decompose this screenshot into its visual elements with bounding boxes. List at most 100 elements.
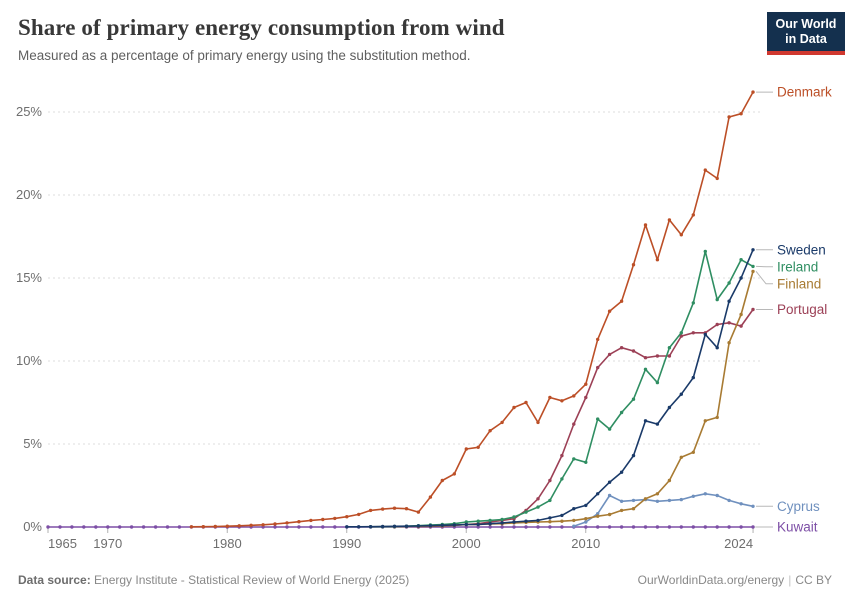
series-point-denmark <box>297 520 301 524</box>
series-point-ireland <box>679 331 683 335</box>
series-point-portugal <box>631 349 636 353</box>
series-point-denmark <box>213 524 217 529</box>
series-point-kuwait <box>512 525 516 529</box>
x-axis-tick-label: 1965 <box>48 536 77 551</box>
series-point-denmark <box>345 515 349 519</box>
series-point-sweden <box>715 346 719 350</box>
footer-separator: | <box>788 573 792 587</box>
series-point-portugal <box>536 497 540 501</box>
series-point-sweden <box>380 524 385 529</box>
series-point-finland <box>655 492 660 496</box>
series-point-denmark <box>536 420 540 425</box>
series-point-ireland <box>572 457 576 461</box>
data-source-text: Energy Institute - Statistical Review of… <box>90 573 410 587</box>
series-point-denmark <box>619 299 624 303</box>
series-point-denmark <box>333 516 337 521</box>
series-point-sweden <box>584 503 588 508</box>
series-point-cyprus <box>572 524 576 528</box>
series-point-denmark <box>679 233 683 237</box>
series-point-denmark <box>607 309 612 313</box>
series-point-denmark <box>368 508 373 513</box>
series-point-kuwait <box>619 525 624 529</box>
series-point-denmark <box>261 523 265 527</box>
series-point-finland <box>727 341 731 345</box>
series-line-cyprus[interactable] <box>573 493 754 527</box>
x-axis-tick-label: 1990 <box>332 536 361 551</box>
series-line-denmark[interactable] <box>191 91 754 528</box>
series-label-denmark[interactable]: Denmark <box>777 85 832 100</box>
y-axis-tick-label: 15% <box>16 270 42 285</box>
series-point-sweden <box>428 524 433 528</box>
chart-title: Share of primary energy consumption from… <box>18 15 505 40</box>
series-point-ireland <box>691 301 695 305</box>
series-point-portugal <box>572 422 576 426</box>
series-point-ireland <box>739 258 743 262</box>
series-point-denmark <box>488 429 492 433</box>
series-point-kuwait <box>596 525 600 529</box>
series-label-portugal[interactable]: Portugal <box>777 302 827 317</box>
series-label-finland[interactable]: Finland <box>777 276 821 291</box>
series-point-sweden <box>607 480 612 484</box>
series-point-portugal <box>643 356 648 360</box>
series-point-portugal <box>739 324 743 328</box>
series-point-portugal <box>751 307 755 312</box>
series-label-kuwait[interactable]: Kuwait <box>777 520 818 535</box>
x-axis-tick-label: 2000 <box>452 536 481 551</box>
series-point-kuwait <box>607 525 612 529</box>
series-point-sweden <box>655 422 660 426</box>
series-point-sweden <box>404 524 409 528</box>
series-point-kuwait <box>297 525 301 529</box>
series-point-ireland <box>524 510 528 514</box>
series-point-kuwait <box>285 525 289 529</box>
series-point-ireland <box>488 518 492 523</box>
series-point-cyprus <box>727 498 731 503</box>
series-point-denmark <box>476 445 480 449</box>
series-line-sweden[interactable] <box>346 249 754 528</box>
series-label-ireland[interactable]: Ireland <box>777 259 818 274</box>
series-point-kuwait <box>560 525 564 529</box>
series-point-denmark <box>309 518 313 523</box>
series-point-sweden <box>488 522 492 526</box>
series-point-ireland <box>619 410 624 415</box>
series-point-denmark <box>655 258 660 262</box>
series-point-sweden <box>679 392 683 396</box>
series-point-sweden <box>536 518 540 523</box>
series-point-ireland <box>631 397 636 401</box>
series-point-kuwait <box>321 525 325 529</box>
series-point-sweden <box>727 299 731 303</box>
series-point-kuwait <box>703 525 707 529</box>
series-label-cyprus[interactable]: Cyprus <box>777 499 820 514</box>
series-point-ireland <box>655 380 660 385</box>
series-point-kuwait <box>727 525 731 529</box>
series-point-denmark <box>584 382 588 386</box>
series-point-sweden <box>560 513 564 518</box>
x-axis-tick-label: 1970 <box>93 536 122 551</box>
y-axis-tick-label: 5% <box>23 436 42 451</box>
series-point-denmark <box>596 337 600 342</box>
chart-footer: Data source: Energy Institute - Statisti… <box>0 573 850 600</box>
series-point-denmark <box>727 115 731 119</box>
owid-url-link[interactable]: OurWorldinData.org/energy <box>637 573 785 587</box>
series-point-finland <box>715 415 719 420</box>
series-point-kuwait <box>667 525 672 529</box>
series-point-kuwait <box>309 525 313 529</box>
series-point-kuwait <box>631 525 636 529</box>
series-point-sweden <box>392 524 397 528</box>
series-point-denmark <box>715 176 719 181</box>
series-point-sweden <box>464 522 468 527</box>
series-line-finland[interactable] <box>370 271 754 528</box>
series-point-denmark <box>703 168 707 172</box>
series-point-finland <box>560 519 564 523</box>
series-point-kuwait <box>476 525 480 529</box>
series-point-sweden <box>691 375 695 380</box>
license-link[interactable]: CC BY <box>795 573 832 587</box>
series-point-denmark <box>512 405 516 410</box>
owid-logo[interactable]: Our World in Data <box>767 12 845 55</box>
series-label-sweden[interactable]: Sweden <box>777 242 826 257</box>
y-axis-tick-label: 25% <box>16 104 42 119</box>
series-point-denmark <box>751 90 755 94</box>
series-point-denmark <box>631 263 636 267</box>
series-point-sweden <box>619 470 624 474</box>
series-line-ireland[interactable] <box>370 250 754 528</box>
